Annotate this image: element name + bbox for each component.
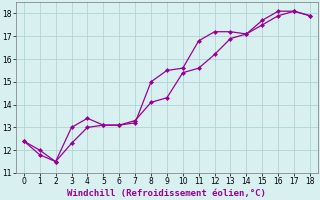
X-axis label: Windchill (Refroidissement éolien,°C): Windchill (Refroidissement éolien,°C) xyxy=(68,189,266,198)
